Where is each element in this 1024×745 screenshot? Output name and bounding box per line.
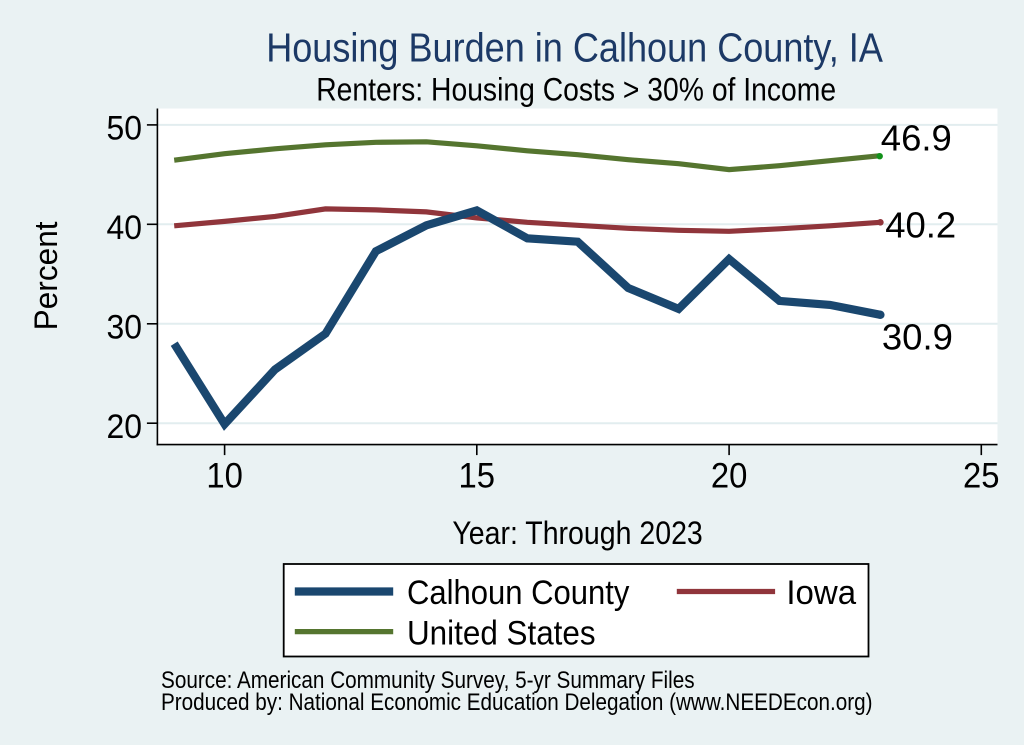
svg-text:Renters: Housing Costs > 30% o: Renters: Housing Costs > 30% of Income <box>316 71 836 107</box>
svg-text:50: 50 <box>107 110 143 148</box>
svg-text:Iowa: Iowa <box>786 574 856 612</box>
svg-text:30.9: 30.9 <box>882 317 953 358</box>
svg-text:40: 40 <box>107 209 143 247</box>
svg-text:15: 15 <box>459 457 496 496</box>
svg-text:30: 30 <box>107 308 143 346</box>
svg-text:25: 25 <box>963 457 1000 496</box>
svg-text:40.2: 40.2 <box>885 205 956 246</box>
svg-text:Produced by: National Economic: Produced by: National Economic Education… <box>161 689 873 716</box>
svg-text:10: 10 <box>206 457 243 496</box>
svg-text:Source: American Community Sur: Source: American Community Survey, 5-yr … <box>161 667 695 694</box>
svg-text:Calhoun County: Calhoun County <box>407 574 629 612</box>
svg-text:Year: Through 2023: Year: Through 2023 <box>452 515 702 551</box>
svg-text:Percent: Percent <box>28 221 64 330</box>
svg-text:United States: United States <box>407 614 596 652</box>
svg-text:20: 20 <box>107 408 143 446</box>
svg-text:46.9: 46.9 <box>881 118 952 159</box>
svg-text:Housing Burden in Calhoun Coun: Housing Burden in Calhoun County, IA <box>266 24 883 70</box>
svg-text:20: 20 <box>711 457 748 496</box>
